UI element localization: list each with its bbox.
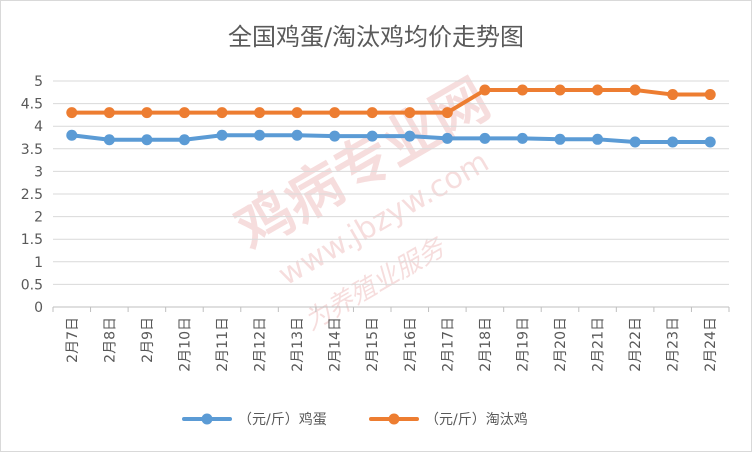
x-tick-label: 2月12日 [253, 317, 269, 372]
x-tick-label: 2月23日 [666, 317, 682, 372]
x-tick-label: 2月18日 [478, 317, 494, 372]
data-point [479, 84, 491, 96]
data-point [516, 132, 528, 144]
x-tick-label: 2月15日 [365, 317, 381, 372]
data-point [178, 134, 190, 146]
x-tick-label: 2月7日 [65, 317, 81, 363]
y-tick-label: 1.5 [21, 232, 43, 248]
data-point [704, 89, 716, 101]
x-tick-label: 2月22日 [628, 317, 644, 372]
legend-marker-2 [388, 413, 400, 425]
gridlines [53, 80, 729, 308]
legend: （元/斤）鸡蛋 （元/斤）淘汰鸡 [182, 411, 528, 428]
data-point [592, 133, 604, 145]
y-tick-label: 2 [34, 210, 43, 226]
y-tick-label: 2.5 [21, 187, 43, 203]
data-point [441, 132, 453, 144]
series-line-1 [69, 133, 713, 145]
data-point [629, 84, 641, 96]
y-tick-label: 3 [34, 164, 43, 180]
series-line-2 [69, 88, 713, 115]
data-point [178, 107, 190, 119]
data-point [404, 130, 416, 142]
y-tick-label: 1 [34, 255, 43, 271]
data-point [667, 136, 679, 148]
data-point [441, 107, 453, 119]
data-point [554, 133, 566, 145]
data-point [254, 129, 266, 141]
data-point [704, 136, 716, 148]
chart-title: 全国鸡蛋/淘汰鸡均价走势图 [228, 23, 524, 51]
data-point [516, 84, 528, 96]
x-axis: 2月7日 2月8日 2月9日 2月10日 2月11日 2月12日 2月13日 2月14日 2月1… [52, 307, 730, 372]
x-tick-label: 2月9日 [140, 317, 156, 363]
data-point [66, 129, 78, 141]
data-point [103, 134, 115, 146]
data-point [291, 107, 303, 119]
y-tick-label: 0.5 [21, 277, 43, 293]
data-point [404, 107, 416, 119]
data-point [629, 136, 641, 148]
data-point [216, 107, 228, 119]
x-tick-label: 2月17日 [440, 317, 456, 372]
data-point [141, 107, 153, 119]
x-tick-label: 2月10日 [177, 317, 193, 372]
data-point [366, 107, 378, 119]
x-tick-label: 2月13日 [290, 317, 306, 372]
data-point [254, 107, 266, 119]
series-layer [66, 84, 716, 148]
data-point [291, 129, 303, 141]
data-point [329, 130, 341, 142]
y-tick-label: 4.5 [21, 97, 43, 113]
data-point [554, 84, 566, 96]
legend-label-1: （元/斤）鸡蛋 [238, 411, 327, 428]
data-point [479, 132, 491, 144]
y-tick-label: 0 [34, 300, 43, 316]
data-point [592, 84, 604, 96]
data-point [667, 89, 679, 101]
data-point [103, 107, 115, 119]
data-point [141, 134, 153, 146]
data-point [329, 107, 341, 119]
x-tick-label: 2月20日 [553, 317, 569, 372]
data-point [216, 129, 228, 141]
x-tick-label: 2月16日 [403, 317, 419, 372]
legend-label-2: （元/斤）淘汰鸡 [425, 411, 528, 428]
y-tick-label: 3.5 [21, 142, 43, 158]
x-tick-label: 2月14日 [328, 317, 344, 372]
x-tick-label: 2月11日 [215, 317, 231, 372]
data-point [366, 130, 378, 142]
x-tick-label: 2月19日 [515, 317, 531, 372]
y-axis: 0 0.5 1 1.5 2 2.5 3 3.5 4 4.5 5 [21, 74, 43, 316]
x-tick-label: 2月8日 [102, 317, 118, 363]
x-tick-label: 2月24日 [703, 317, 719, 372]
x-tick-label: 2月21日 [591, 317, 607, 372]
legend-marker-1 [201, 413, 213, 425]
y-tick-label: 5 [34, 74, 43, 90]
y-tick-label: 4 [34, 119, 43, 135]
data-point [66, 107, 78, 119]
